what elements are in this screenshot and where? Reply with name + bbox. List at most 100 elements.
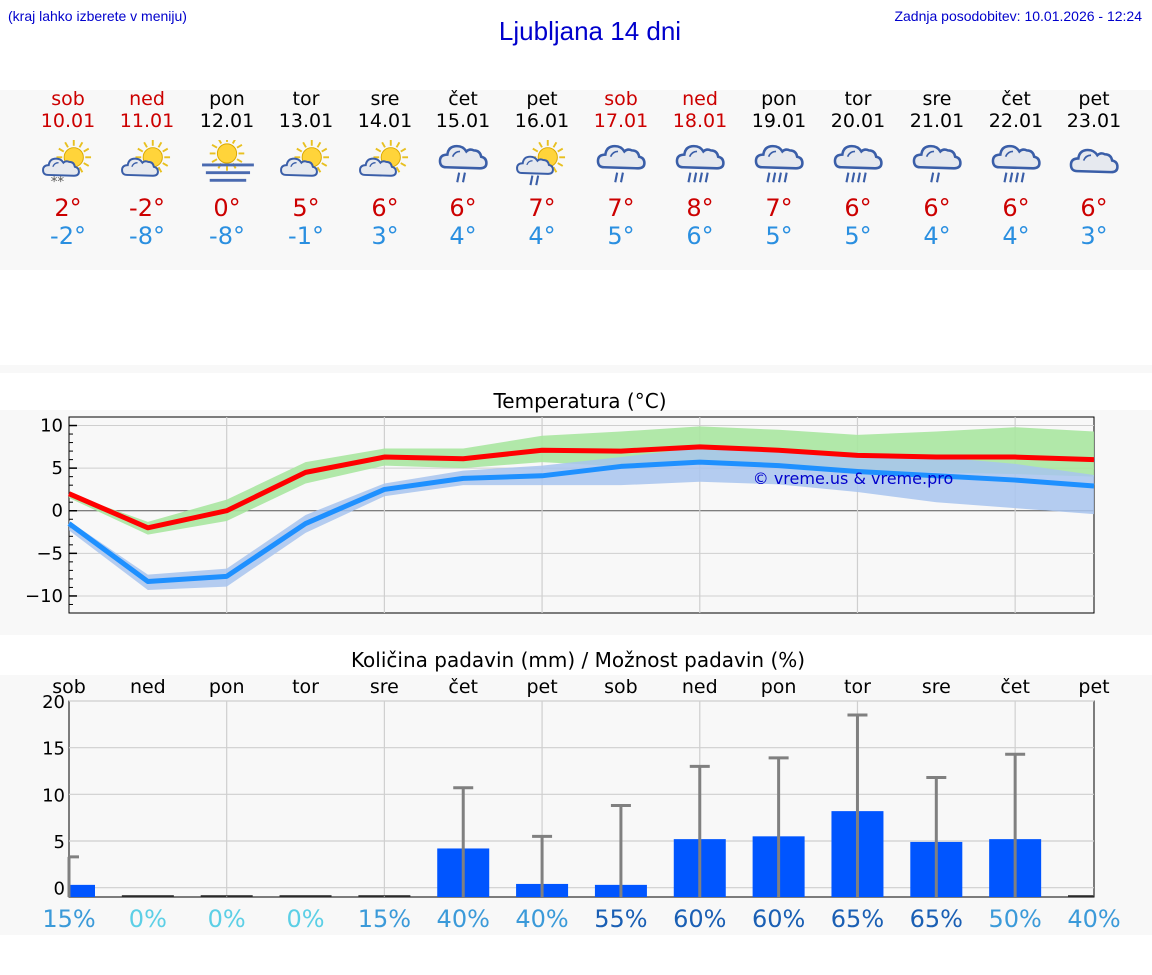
day-forecast: pon 19.01 7° 5° bbox=[739, 88, 819, 250]
temp-ytick-label: 10 bbox=[40, 416, 63, 437]
precip-probability: 15% bbox=[42, 905, 95, 933]
day-forecast: tor 20.01 6° 5° bbox=[818, 88, 898, 250]
temp-series-line bbox=[68, 444, 1095, 531]
temp-min: 4° bbox=[923, 222, 951, 250]
day-forecast: pet 23.01 6° 3° bbox=[1054, 88, 1134, 250]
precip-probability: 60% bbox=[752, 905, 805, 933]
day-forecast: pon 12.01 0° -8° bbox=[187, 88, 267, 250]
temp-max: 0° bbox=[213, 194, 241, 222]
precip-probability: 50% bbox=[988, 905, 1041, 933]
day-date: 11.01 bbox=[119, 110, 175, 132]
day-date: 21.01 bbox=[909, 110, 965, 132]
precip-ytick-label: 20 bbox=[42, 692, 65, 713]
cloud-icon bbox=[1054, 140, 1134, 188]
day-name: sob bbox=[604, 88, 638, 110]
precip-bar bbox=[358, 895, 411, 897]
temp-min: 3° bbox=[371, 222, 399, 250]
temp-min: 5° bbox=[765, 222, 793, 250]
precip-probability: 40% bbox=[1067, 905, 1120, 933]
precip-probability: 15% bbox=[358, 905, 411, 933]
day-date: 15.01 bbox=[435, 110, 491, 132]
precip-day-label: tor bbox=[844, 676, 871, 698]
precip-day-label: tor bbox=[292, 676, 319, 698]
day-forecast: ned 11.01 -2° -8° bbox=[107, 88, 187, 250]
day-date: 19.01 bbox=[751, 110, 807, 132]
precip-probability: 65% bbox=[910, 905, 963, 933]
day-date: 13.01 bbox=[278, 110, 334, 132]
temp-max: 2° bbox=[54, 194, 82, 222]
precip-bar bbox=[1068, 895, 1094, 897]
precip-day-label: pon bbox=[209, 676, 245, 698]
precip-day-label: ned bbox=[682, 676, 718, 698]
precip-probability: 40% bbox=[437, 905, 490, 933]
day-date: 10.01 bbox=[40, 110, 96, 132]
day-name: pon bbox=[209, 88, 245, 110]
precipitation-chart: Količina padavin (mm) / Možnost padavin … bbox=[0, 648, 1152, 935]
temp-max: 7° bbox=[607, 194, 635, 222]
precip-day-label: ned bbox=[130, 676, 166, 698]
temp-max: 6° bbox=[923, 194, 951, 222]
temp-range-band bbox=[69, 447, 1094, 590]
day-name: čet bbox=[448, 88, 478, 110]
day-forecast: sre 14.01 6° 3° bbox=[345, 88, 425, 250]
divider bbox=[0, 365, 1152, 373]
day-name: čet bbox=[1001, 88, 1031, 110]
day-forecast: pet 16.01 7° 4° bbox=[502, 88, 582, 250]
day-forecast: čet 22.01 6° 4° bbox=[976, 88, 1056, 250]
daily-forecast: sob 10.01 ** 2° -2° ned 11.01 -2° -8° pon 12.01 0° -… bbox=[0, 88, 1152, 268]
temp-min: 4° bbox=[528, 222, 556, 250]
cloud-heavy-rain-icon bbox=[818, 140, 898, 188]
sun-cloud-snow-icon: ** bbox=[28, 140, 108, 188]
temp-max: 6° bbox=[449, 194, 477, 222]
precip-day-label: sob bbox=[52, 676, 86, 698]
precip-bar bbox=[200, 895, 253, 897]
day-date: 16.01 bbox=[514, 110, 570, 132]
precip-bar bbox=[121, 895, 174, 897]
cloud-heavy-rain-icon bbox=[660, 140, 740, 188]
day-name: tor bbox=[844, 88, 872, 110]
day-date: 18.01 bbox=[672, 110, 728, 132]
temp-max: 6° bbox=[844, 194, 872, 222]
day-name: pon bbox=[761, 88, 797, 110]
day-date: 12.01 bbox=[199, 110, 255, 132]
precip-ytick-label: 15 bbox=[42, 739, 65, 760]
temp-min: 3° bbox=[1080, 222, 1108, 250]
day-forecast: čet 15.01 6° 4° bbox=[423, 88, 503, 250]
cloud-rain-icon bbox=[897, 140, 977, 188]
precip-day-label: sre bbox=[922, 676, 951, 698]
precipitation-chart-title: Količina padavin (mm) / Možnost padavin … bbox=[351, 648, 805, 672]
temp-min: 6° bbox=[686, 222, 714, 250]
precip-day-label: sob bbox=[604, 676, 638, 698]
precip-probability: 60% bbox=[673, 905, 726, 933]
temp-min: -1° bbox=[288, 222, 324, 250]
temp-min: -8° bbox=[129, 222, 165, 250]
temp-max: 8° bbox=[686, 194, 714, 222]
temp-max: 6° bbox=[1002, 194, 1030, 222]
precip-bar bbox=[69, 884, 95, 897]
temp-ytick-label: −5 bbox=[36, 543, 63, 564]
day-forecast: sre 21.01 6° 4° bbox=[897, 88, 977, 250]
day-date: 23.01 bbox=[1066, 110, 1122, 132]
sun-cloud-rain-icon bbox=[502, 140, 582, 188]
precip-bar bbox=[279, 895, 332, 897]
day-forecast: ned 18.01 8° 6° bbox=[660, 88, 740, 250]
precip-day-label: čet bbox=[1000, 676, 1030, 698]
precip-day-label: pet bbox=[1078, 676, 1109, 698]
day-name: pet bbox=[526, 88, 558, 110]
cloud-rain-icon bbox=[581, 140, 661, 188]
precip-probability: 0% bbox=[286, 905, 324, 933]
precip-ytick-label: 10 bbox=[42, 785, 65, 806]
day-name: ned bbox=[129, 88, 165, 110]
day-date: 17.01 bbox=[593, 110, 649, 132]
day-date: 20.01 bbox=[830, 110, 886, 132]
temp-min: 5° bbox=[844, 222, 872, 250]
temp-ytick-label: 5 bbox=[52, 458, 63, 479]
precip-day-label: sre bbox=[370, 676, 399, 698]
temp-min: 5° bbox=[607, 222, 635, 250]
day-forecast: tor 13.01 5° -1° bbox=[266, 88, 346, 250]
forecast-strip bbox=[0, 90, 1152, 270]
day-name: pet bbox=[1078, 88, 1110, 110]
cloud-rain-icon bbox=[423, 140, 503, 188]
precip-probability: 40% bbox=[515, 905, 568, 933]
day-name: tor bbox=[292, 88, 320, 110]
